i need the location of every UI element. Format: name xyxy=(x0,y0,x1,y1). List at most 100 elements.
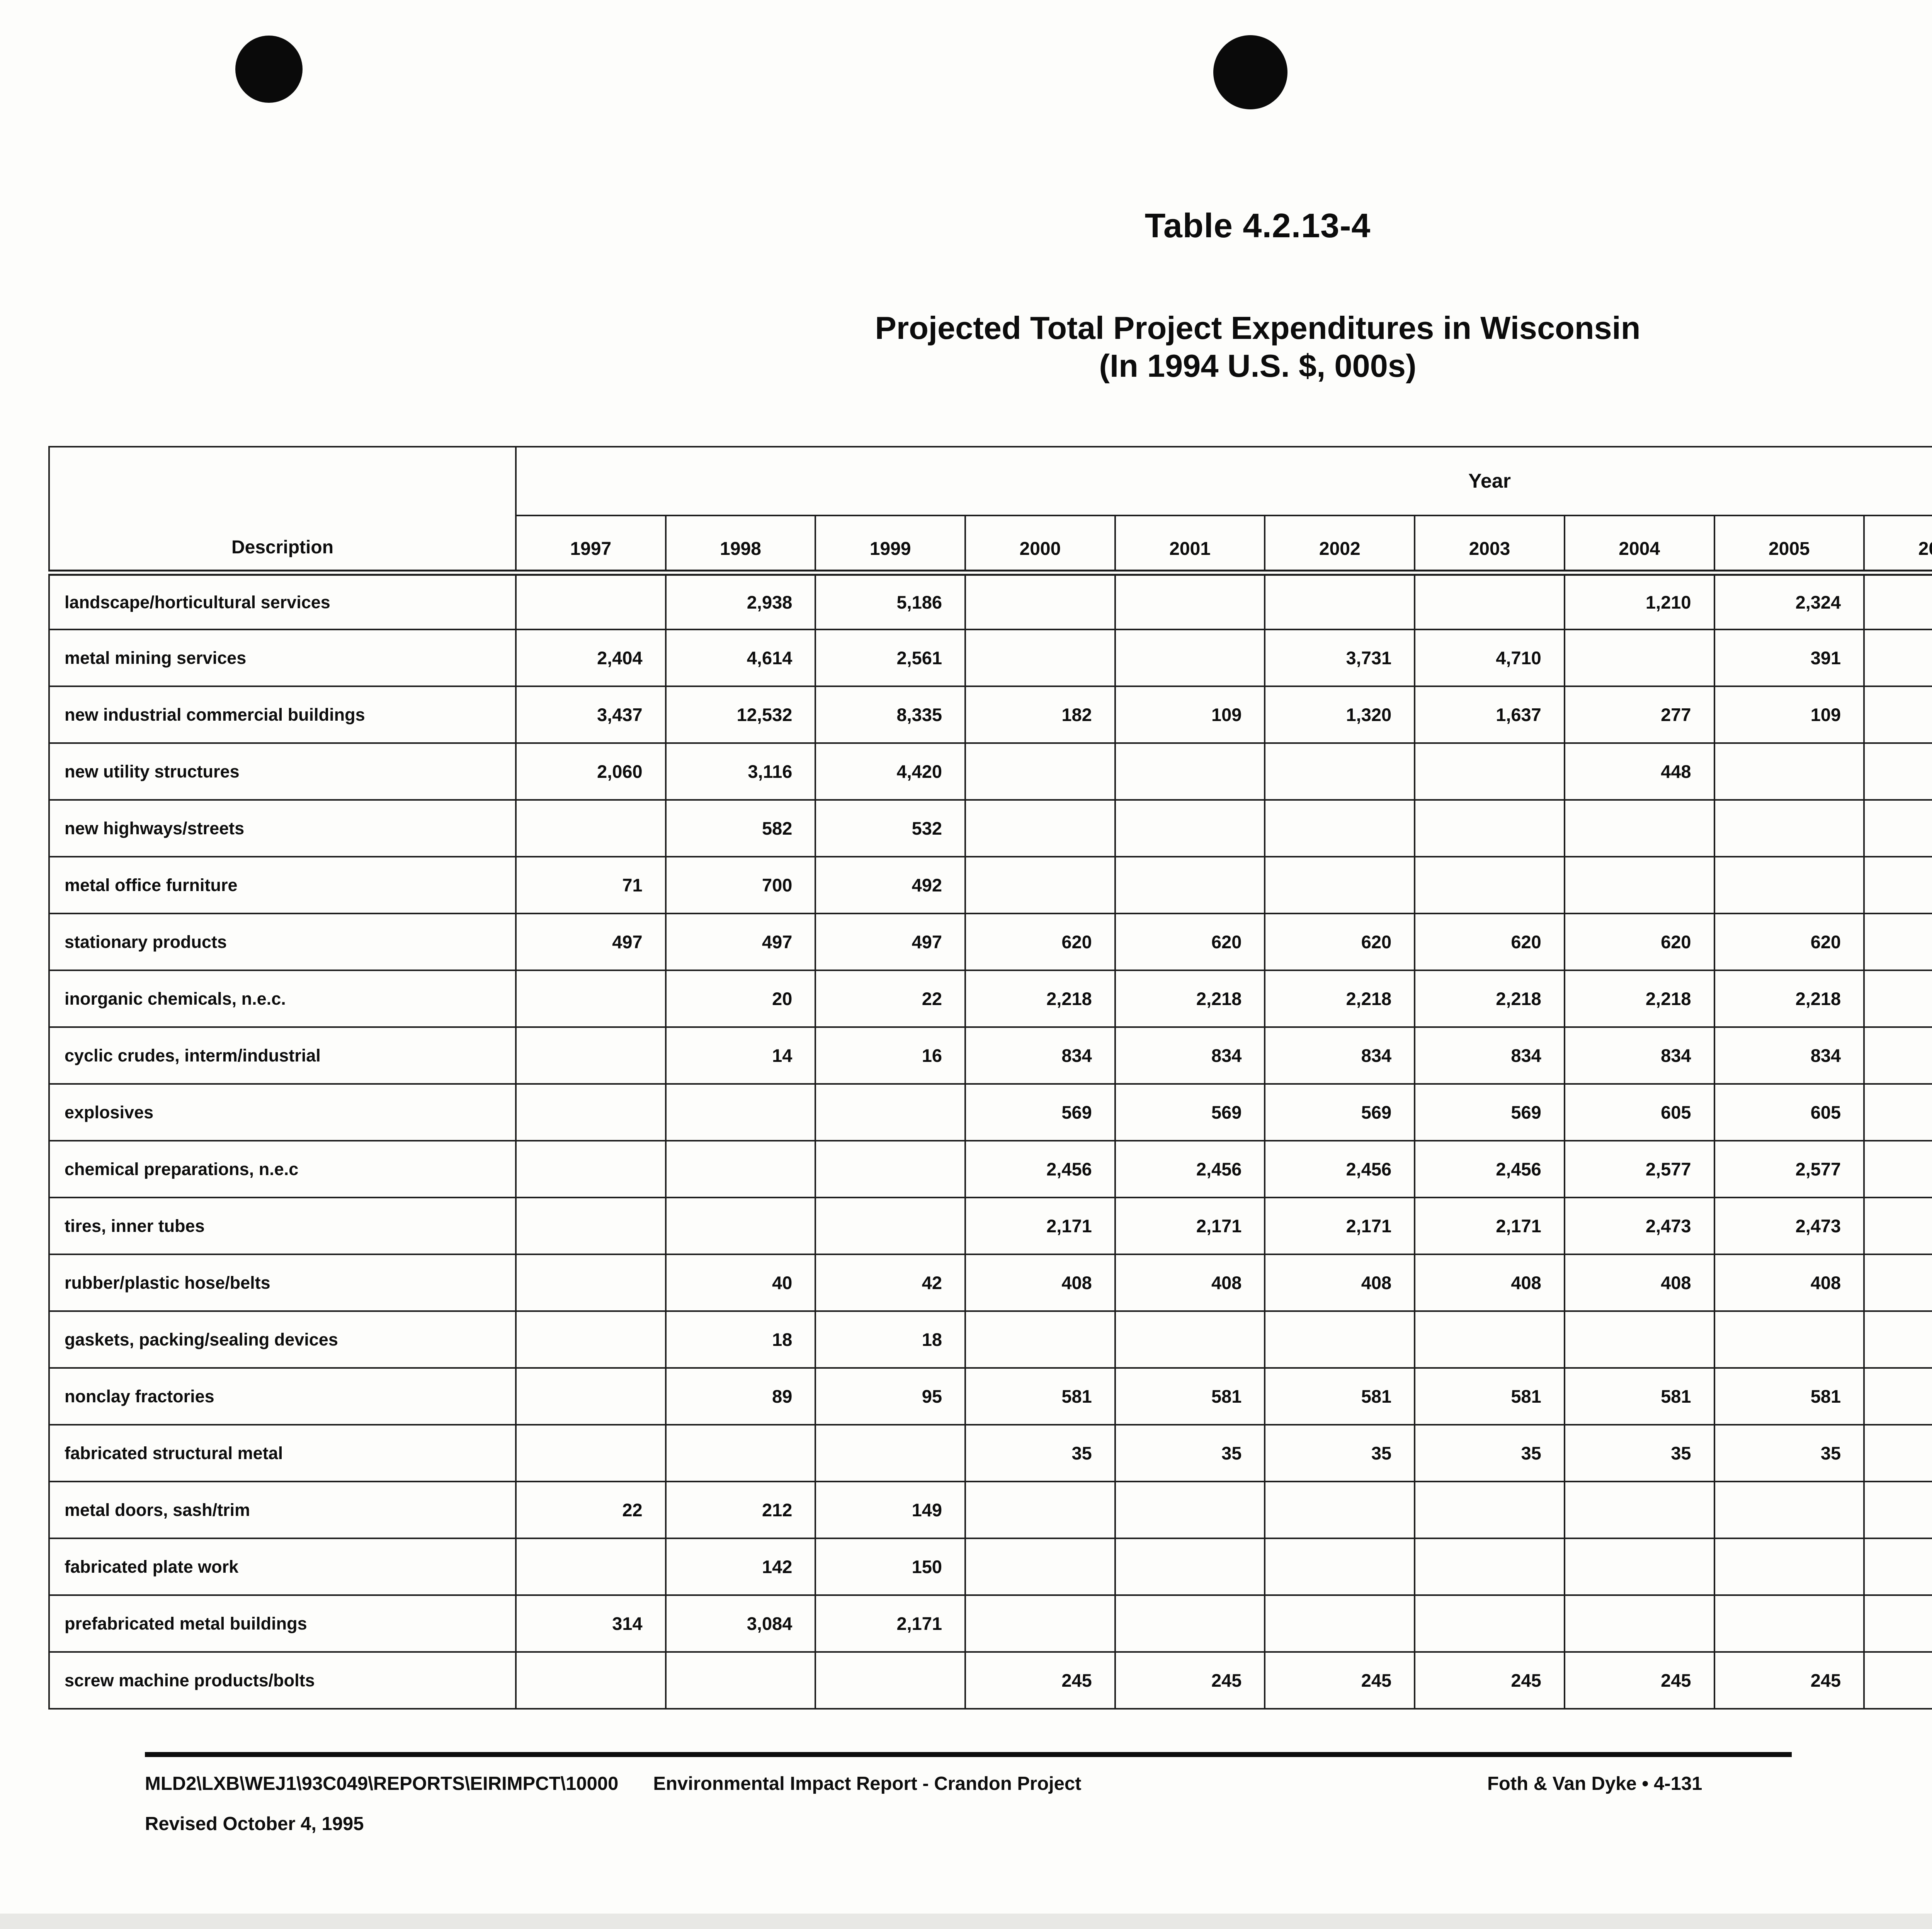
expenditure-value xyxy=(1414,742,1565,801)
expenditure-value xyxy=(1414,572,1565,630)
expenditure-value: 408 xyxy=(1414,1254,1565,1312)
row-description: fabricated structural metal xyxy=(48,1424,517,1482)
expenditure-value: 109 xyxy=(1114,686,1266,744)
expenditure-value: 18 xyxy=(815,1310,966,1369)
expenditure-value: 40 xyxy=(665,1254,816,1312)
expenditure-value: 5,186 xyxy=(815,572,966,630)
table-row: new highways/streets 582 532 xyxy=(48,799,1932,857)
expenditure-value xyxy=(1713,1481,1865,1539)
expenditure-value: 581 xyxy=(1863,1367,1932,1425)
expenditure-value xyxy=(1563,1310,1715,1369)
expenditure-value: 3,437 xyxy=(515,686,667,744)
expenditure-value: 2,218 xyxy=(1264,970,1416,1028)
year-column-header: 2001 xyxy=(1114,515,1266,576)
year-column-header: 2003 xyxy=(1414,515,1565,576)
expenditure-value: 22 xyxy=(515,1481,667,1539)
expenditure-value: 582 xyxy=(665,799,816,857)
expenditure-value xyxy=(665,1424,816,1482)
expenditure-value xyxy=(1713,1538,1865,1596)
expenditure-table: Description Year 1997 1998 1999 2000 2001 200… xyxy=(48,446,1932,1710)
expenditure-value: 3,116 xyxy=(665,742,816,801)
expenditure-value: 35 xyxy=(1863,1424,1932,1482)
row-description: inorganic chemicals, n.e.c. xyxy=(48,970,517,1028)
expenditure-value: 3,731 xyxy=(1264,629,1416,687)
table-row: chemical preparations, n.e.c 2,456 2,456 2,… xyxy=(48,1140,1932,1198)
expenditure-value xyxy=(1114,1481,1266,1539)
expenditure-value xyxy=(515,1310,667,1369)
expenditure-value: 620 xyxy=(1563,913,1715,971)
expenditure-value xyxy=(1713,1310,1865,1369)
scan-artifact-bottom-shade xyxy=(0,1914,1932,1929)
table-title: Projected Total Project Expenditures in … xyxy=(875,310,1641,346)
expenditure-value: 620 xyxy=(1414,913,1565,971)
expenditure-value: 2,218 xyxy=(1863,970,1932,1028)
expenditure-value: 35 xyxy=(1713,1424,1865,1482)
expenditure-value: 581 xyxy=(964,1367,1116,1425)
year-group-row: Description Year xyxy=(48,446,1932,576)
expenditure-value: 834 xyxy=(1414,1026,1565,1085)
expenditure-value: 18 xyxy=(665,1310,816,1369)
expenditure-value xyxy=(964,572,1116,630)
expenditure-value: 569 xyxy=(1264,1083,1416,1141)
expenditure-value: 448 xyxy=(1563,742,1715,801)
expenditure-value xyxy=(1114,742,1266,801)
expenditure-value: 277 xyxy=(1563,686,1715,744)
expenditure-value xyxy=(815,1424,966,1482)
row-description: nonclay fractories xyxy=(48,1367,517,1425)
expenditure-value: 532 xyxy=(815,799,966,857)
expenditure-value: 408 xyxy=(964,1254,1116,1312)
expenditure-value xyxy=(1414,1594,1565,1653)
expenditure-value: 95 xyxy=(815,1367,966,1425)
table-row: cyclic crudes, interm/industrial 14 16 834 8… xyxy=(48,1026,1932,1085)
row-description: rubber/plastic hose/belts xyxy=(48,1254,517,1312)
expenditure-table-wrap: Description Year 1997 1998 1999 2000 2001 200… xyxy=(48,446,1932,1710)
row-description: fabricated plate work xyxy=(48,1538,517,1596)
expenditure-value: 142 xyxy=(665,1538,816,1596)
footer-line1: MLD2\LXB\WEJ1\93C049\REPORTS\EIRIMPCT\10… xyxy=(145,1773,1082,1795)
expenditure-value: 2,404 xyxy=(515,629,667,687)
expenditure-value xyxy=(964,1310,1116,1369)
expenditure-value xyxy=(815,1140,966,1198)
expenditure-value: 109 xyxy=(1863,686,1932,744)
expenditure-value xyxy=(1863,1481,1932,1539)
expenditure-value: 35 xyxy=(1414,1424,1565,1482)
footer-rule xyxy=(145,1752,1792,1757)
expenditure-value xyxy=(964,1594,1116,1653)
expenditure-value: 2,456 xyxy=(1264,1140,1416,1198)
expenditure-value: 3,084 xyxy=(665,1594,816,1653)
expenditure-value xyxy=(515,1140,667,1198)
table-row: nonclay fractories 89 95 581 581 581 581 581 581… xyxy=(48,1367,1932,1425)
expenditure-value: 497 xyxy=(515,913,667,971)
expenditure-value: 620 xyxy=(964,913,1116,971)
expenditure-value: 834 xyxy=(1713,1026,1865,1085)
expenditure-value: 2,218 xyxy=(1713,970,1865,1028)
expenditure-value: 2,473 xyxy=(1863,1197,1932,1255)
expenditure-value xyxy=(1563,629,1715,687)
expenditure-value: 408 xyxy=(1863,1254,1932,1312)
expenditure-value: 620 xyxy=(1713,913,1865,971)
expenditure-value: 314 xyxy=(515,1594,667,1653)
expenditure-value xyxy=(1114,572,1266,630)
expenditure-value: 1,320 xyxy=(1264,686,1416,744)
expenditure-value: 71 xyxy=(515,856,667,914)
expenditure-value xyxy=(515,572,667,630)
table-row: prefabricated metal buildings 314 3,084 2,1… xyxy=(48,1594,1932,1653)
expenditure-value xyxy=(1863,1594,1932,1653)
expenditure-value xyxy=(665,1651,816,1710)
expenditure-value xyxy=(1563,1538,1715,1596)
row-description: metal mining services xyxy=(48,629,517,687)
expenditure-value: 569 xyxy=(964,1083,1116,1141)
expenditure-value xyxy=(1264,1538,1416,1596)
expenditure-value: 1,637 xyxy=(1414,686,1565,744)
expenditure-value xyxy=(1713,1594,1865,1653)
expenditure-value xyxy=(1713,856,1865,914)
footer-org-page: Foth & Van Dyke • 4-131 xyxy=(1487,1773,1702,1794)
expenditure-value: 20 xyxy=(665,970,816,1028)
row-description: new highways/streets xyxy=(48,799,517,857)
table-number-title: Table 4.2.13-4 xyxy=(1145,206,1371,245)
expenditure-value xyxy=(1863,742,1932,801)
year-column-header: 2005 xyxy=(1713,515,1865,576)
expenditure-value: 605 xyxy=(1863,1083,1932,1141)
expenditure-value: 4,710 xyxy=(1414,629,1565,687)
